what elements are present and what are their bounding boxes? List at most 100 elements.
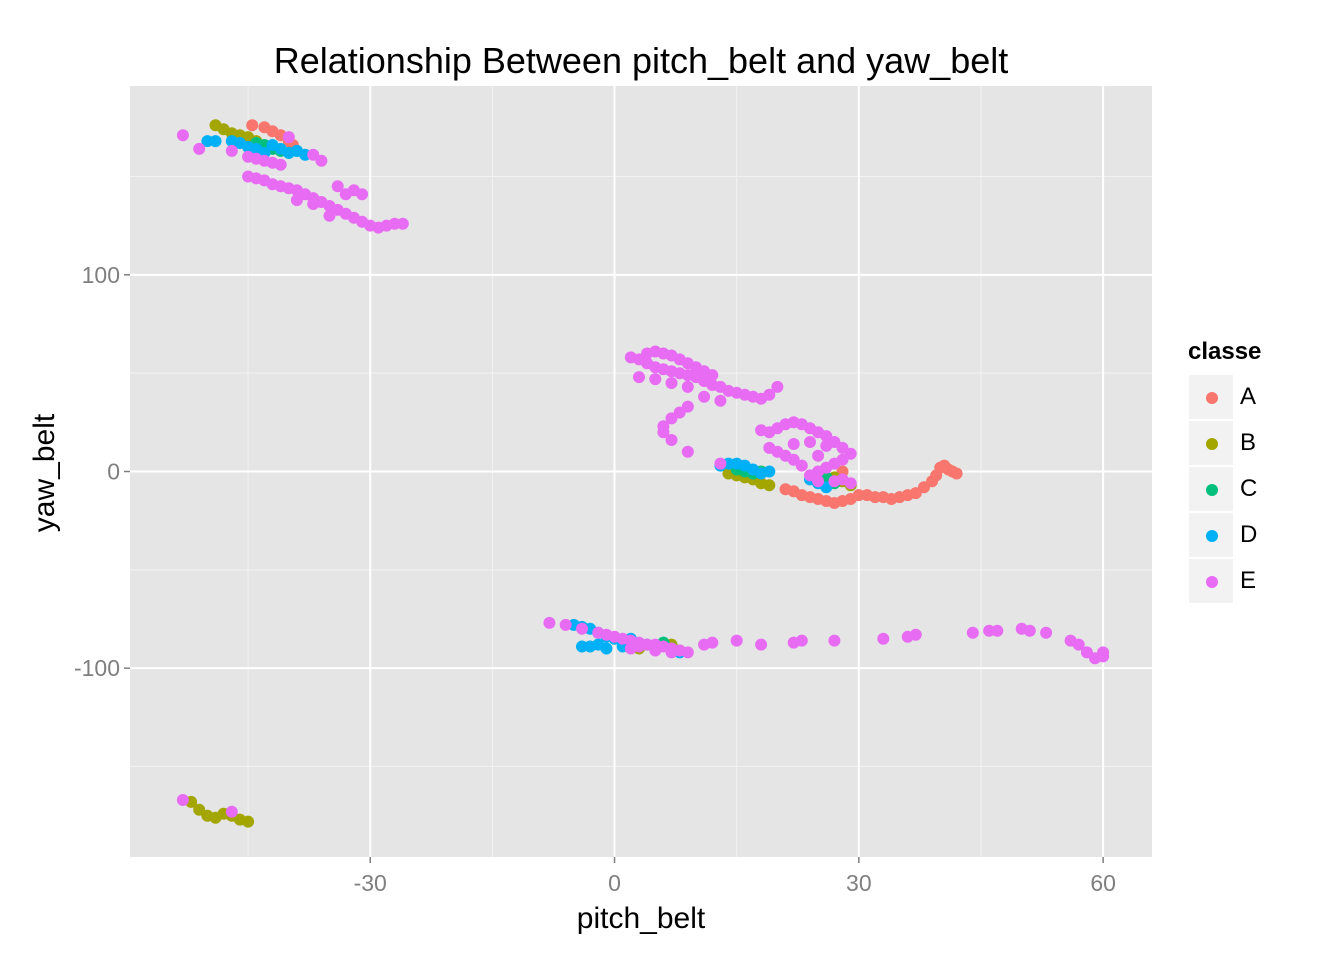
data-point (600, 642, 613, 655)
data-point (869, 491, 882, 504)
data-point (665, 434, 678, 446)
legend-dot (1206, 484, 1218, 496)
data-point (1072, 638, 1085, 651)
data-point (665, 377, 678, 389)
axis-ticks (124, 274, 1104, 863)
data-point (828, 475, 841, 488)
data-points (176, 119, 1110, 828)
data-point (665, 412, 678, 425)
data-point (763, 388, 776, 401)
data-point (681, 646, 694, 659)
legend-item-D: D (1188, 512, 1261, 558)
data-point (282, 131, 295, 144)
y-tick-label: 100 (82, 262, 120, 288)
legend-key (1188, 512, 1234, 558)
legend-label: A (1240, 383, 1257, 410)
data-point (714, 394, 727, 407)
data-point (176, 794, 189, 806)
data-point (665, 646, 678, 659)
data-point (559, 618, 572, 631)
legend-title: classe (1188, 338, 1262, 365)
data-point (852, 489, 865, 502)
legend-label: C (1240, 475, 1258, 502)
data-point (771, 380, 784, 393)
data-point (576, 622, 588, 635)
legend-item-E: E (1188, 558, 1261, 604)
legend-dot (1206, 392, 1218, 404)
data-point (657, 426, 670, 439)
data-point (706, 369, 719, 382)
legend-dot (1206, 576, 1218, 588)
data-point (209, 135, 222, 148)
data-point (755, 638, 768, 651)
data-point (681, 445, 694, 458)
legend-label: B (1240, 429, 1257, 456)
legend-item-C: C (1188, 466, 1261, 512)
data-point (966, 626, 979, 639)
data-point (820, 439, 833, 452)
data-point (1023, 624, 1036, 637)
data-point (307, 198, 320, 210)
legend-dot (1206, 530, 1218, 542)
data-point (877, 632, 890, 645)
data-point (763, 479, 776, 492)
legend-item-B: B (1188, 420, 1261, 466)
data-point (730, 634, 743, 647)
data-point (909, 628, 922, 641)
data-point (315, 154, 328, 167)
data-point (681, 380, 694, 393)
data-point (828, 634, 841, 647)
data-point (649, 373, 662, 386)
data-point (176, 129, 189, 142)
data-point (804, 436, 816, 448)
legend-item-A: A (1188, 374, 1261, 420)
data-point (1097, 646, 1110, 659)
data-point (844, 477, 857, 490)
data-point (706, 636, 719, 649)
data-point (616, 632, 629, 645)
data-point (698, 390, 711, 403)
x-tick-label: -30 (354, 870, 387, 896)
series-A (246, 119, 963, 509)
legend-dot (1206, 438, 1218, 450)
x-tick-label: 0 (608, 870, 621, 896)
major-gridlines (130, 86, 1152, 857)
legend-label: D (1240, 521, 1258, 548)
data-point (991, 624, 1004, 637)
data-point (274, 158, 287, 171)
data-point (763, 441, 776, 454)
data-point (323, 209, 336, 222)
data-point (246, 119, 259, 132)
data-point (225, 805, 238, 818)
data-point (795, 634, 808, 647)
data-point (812, 475, 825, 488)
x-axis-label: pitch_belt (576, 902, 706, 935)
data-point (633, 371, 645, 384)
data-point (396, 217, 409, 230)
chart-title: Relationship Between pitch_belt and yaw_… (273, 40, 1009, 81)
data-point (983, 624, 996, 637)
legend-key (1188, 466, 1234, 512)
x-tick-label: 60 (1090, 870, 1116, 896)
y-tick-label: -100 (74, 655, 120, 681)
data-point (624, 642, 637, 655)
data-point (600, 628, 613, 641)
x-tick-label: 30 (846, 870, 872, 896)
data-point (290, 194, 303, 207)
data-point (649, 644, 662, 657)
data-point (193, 142, 206, 155)
data-point (714, 457, 727, 470)
legend-key (1188, 420, 1234, 466)
data-point (812, 449, 825, 462)
data-point (950, 467, 963, 480)
legend-label: E (1240, 567, 1257, 594)
data-point (543, 616, 556, 629)
legend-key (1188, 374, 1234, 420)
tick-labels: -30 0 30 60 -100 0 100 (74, 262, 1116, 896)
data-point (225, 144, 238, 157)
legend-key (1188, 558, 1234, 604)
data-point (242, 815, 255, 828)
